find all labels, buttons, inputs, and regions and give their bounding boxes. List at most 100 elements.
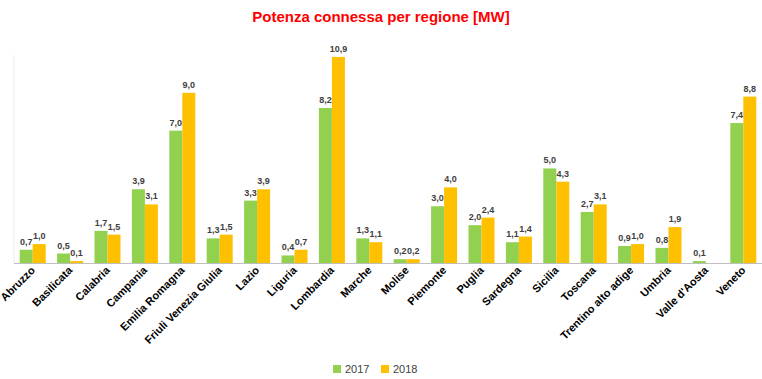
bar xyxy=(444,187,457,263)
bar xyxy=(182,93,195,263)
legend-label: 2017 xyxy=(345,363,369,375)
x-tick-label: Umbria xyxy=(638,263,674,299)
data-label: 0,2 xyxy=(407,246,420,256)
x-tick-label: Emilia Romagna xyxy=(118,263,188,333)
data-label: 0,1 xyxy=(693,248,706,258)
x-tick-label: Veneto xyxy=(714,264,748,298)
bar xyxy=(656,248,669,263)
x-tick-label: Sardegna xyxy=(479,263,524,308)
bar xyxy=(257,189,270,263)
data-label: 3,9 xyxy=(257,176,270,186)
bar xyxy=(618,246,631,263)
data-label: 3,1 xyxy=(594,191,607,201)
data-label: 1,4 xyxy=(519,224,532,234)
bar xyxy=(70,261,83,263)
x-tick-label: Puglia xyxy=(454,263,486,295)
x-tick-label: Sicilia xyxy=(530,263,562,295)
bar xyxy=(743,97,756,263)
data-label: 9,0 xyxy=(183,80,196,90)
data-label: 3,0 xyxy=(431,193,444,203)
bar xyxy=(730,123,743,263)
data-label: 0,2 xyxy=(394,246,407,256)
data-label: 2,7 xyxy=(581,199,594,209)
data-label: 5,0 xyxy=(544,155,557,165)
bar xyxy=(407,259,420,263)
bar xyxy=(519,237,532,263)
bar xyxy=(132,189,145,263)
bar xyxy=(594,204,607,263)
bar xyxy=(706,263,719,264)
x-tick-label: Valle d'Aosta xyxy=(654,263,711,320)
bar xyxy=(295,250,308,263)
bar xyxy=(556,182,569,263)
x-tick-label: Marche xyxy=(338,264,374,300)
data-label: 1,1 xyxy=(370,229,383,239)
data-label: 2,0 xyxy=(469,212,482,222)
bar xyxy=(693,261,706,263)
data-label: 1,5 xyxy=(108,222,121,232)
data-label: 4,0 xyxy=(444,174,457,184)
bar xyxy=(356,238,369,263)
bar xyxy=(482,218,495,263)
data-label: 0,5 xyxy=(57,241,70,251)
data-label: 3,1 xyxy=(145,191,158,201)
legend-label: 2018 xyxy=(393,363,417,375)
data-label: 1,0 xyxy=(631,231,644,241)
bar xyxy=(543,168,556,263)
bar xyxy=(431,206,444,263)
x-tick-label: Friuli Venezia Giulia xyxy=(142,263,225,346)
data-label: 10,9 xyxy=(330,44,348,54)
bar xyxy=(95,231,108,263)
x-tick-label: Lombardia xyxy=(288,263,337,312)
data-label: 3,3 xyxy=(244,188,257,198)
data-label: 1,1 xyxy=(506,229,519,239)
data-label: 1,5 xyxy=(220,222,233,232)
data-label: 4,3 xyxy=(557,169,570,179)
x-tick-label: Lazio xyxy=(233,264,262,293)
x-tick-label: Molise xyxy=(378,264,411,297)
bar xyxy=(369,242,382,263)
legend-swatch xyxy=(333,365,341,373)
data-label: 8,8 xyxy=(744,84,757,94)
data-label: 3,9 xyxy=(132,176,145,186)
bar xyxy=(57,254,70,263)
bar xyxy=(394,259,407,263)
data-label: 1,0 xyxy=(33,231,46,241)
bar xyxy=(506,242,519,263)
bar xyxy=(244,201,257,263)
x-axis-line xyxy=(14,263,762,264)
data-label: 0,4 xyxy=(282,242,295,252)
data-labels: 0,71,00,50,11,71,53,93,17,09,01,31,53,33… xyxy=(20,44,756,258)
data-label: 1,7 xyxy=(95,218,108,228)
bar xyxy=(33,244,46,263)
x-tick-label: Basilicata xyxy=(30,263,75,308)
data-label: 0,9 xyxy=(618,233,631,243)
data-label: 0,1 xyxy=(70,248,83,258)
x-tick-label: Liguria xyxy=(264,263,299,298)
bar xyxy=(220,235,233,263)
data-label: 0,8 xyxy=(656,235,669,245)
chart: Potenza connessa per regione [MW]0,71,00… xyxy=(0,0,762,379)
data-label: 0,7 xyxy=(295,237,308,247)
data-label: 0,7 xyxy=(20,237,33,247)
data-label: 1,9 xyxy=(669,214,682,224)
data-label: 1,3 xyxy=(357,225,370,235)
bar xyxy=(631,244,644,263)
data-label: 7,4 xyxy=(731,110,744,120)
bar xyxy=(207,238,220,263)
bar xyxy=(469,225,482,263)
bar xyxy=(145,204,158,263)
data-label: 1,3 xyxy=(207,225,220,235)
data-label: 8,2 xyxy=(319,95,332,105)
legend-swatch xyxy=(381,365,389,373)
y-axis-line xyxy=(14,55,15,263)
bars xyxy=(20,57,757,263)
bar xyxy=(669,227,682,263)
bar xyxy=(332,57,345,263)
x-tick-label: Piemonte xyxy=(405,264,448,307)
data-label: 7,0 xyxy=(170,118,183,128)
bar xyxy=(108,235,121,263)
bar xyxy=(169,131,182,263)
data-label: 2,4 xyxy=(482,205,495,215)
x-tick-label: Trentino alto adige xyxy=(558,264,636,342)
